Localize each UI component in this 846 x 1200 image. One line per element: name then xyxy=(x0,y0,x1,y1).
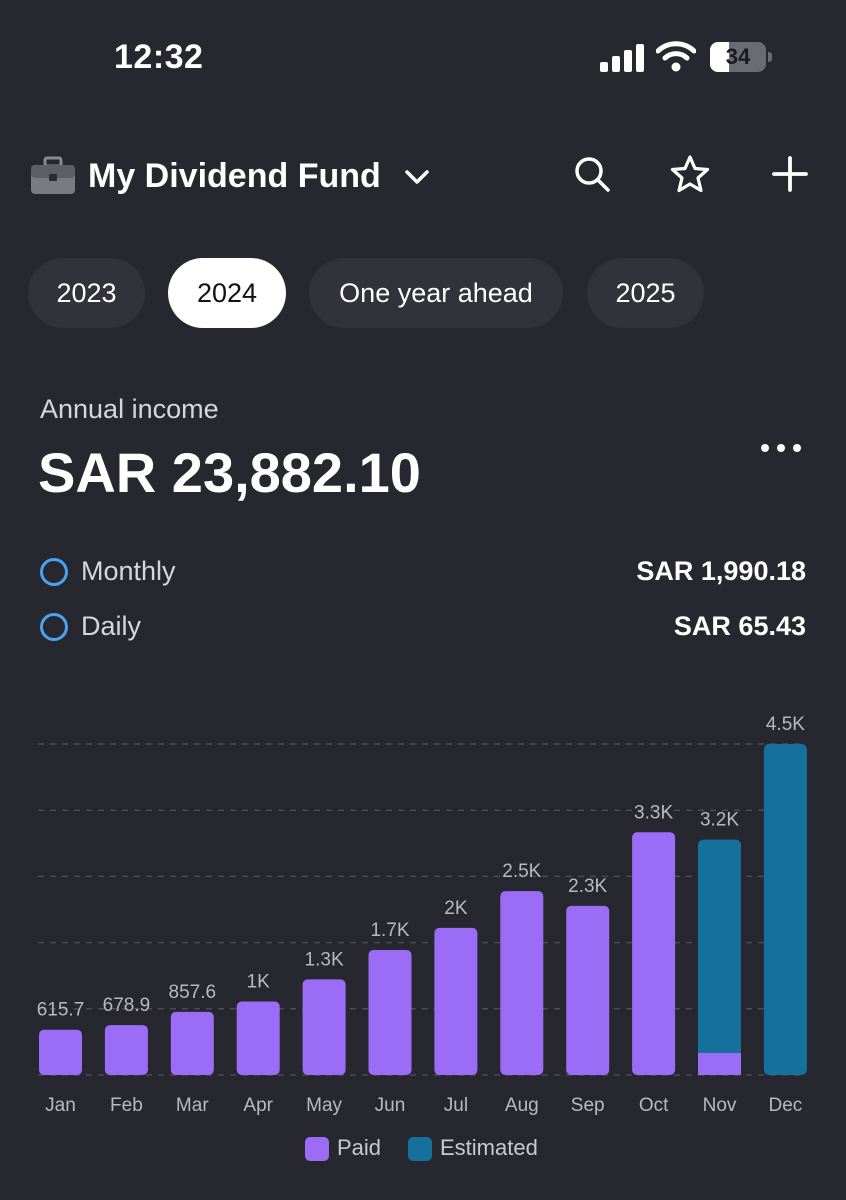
x-tick-label: Feb xyxy=(110,1095,143,1116)
chevron-down-icon[interactable] xyxy=(402,162,432,192)
bar-value-label: 1.7K xyxy=(370,920,409,941)
status-time: 12:32 xyxy=(114,38,204,76)
bar-paid-apr[interactable] xyxy=(236,1001,280,1075)
tab-2023[interactable]: 2023 xyxy=(28,258,145,328)
battery-indicator: 34 xyxy=(710,42,772,72)
battery-percent: 34 xyxy=(725,44,751,69)
wifi-icon xyxy=(656,41,696,72)
monthly-value: SAR 1,990.18 xyxy=(636,556,806,586)
bar-value-label: 2.3K xyxy=(568,876,607,897)
monthly-radio[interactable] xyxy=(40,558,68,586)
cellular-signal-icon xyxy=(600,44,644,72)
monthly-row[interactable]: Monthly SAR 1,990.18 xyxy=(38,552,806,592)
bar-value-label: 615.7 xyxy=(37,1000,85,1021)
legend-item-paid[interactable]: Paid xyxy=(305,1132,395,1168)
tab-2024[interactable]: 2024 xyxy=(168,258,286,328)
legend-label-estimated: Estimated xyxy=(440,1135,538,1160)
daily-radio[interactable] xyxy=(40,613,68,641)
bar-value-label: 857.6 xyxy=(169,982,217,1003)
x-tick-label: May xyxy=(306,1095,342,1116)
tab-2025[interactable]: 2025 xyxy=(587,258,704,328)
x-tick-label: Nov xyxy=(703,1095,737,1116)
bar-value-label: 2K xyxy=(444,898,468,919)
bar-paid-jan[interactable] xyxy=(39,1029,82,1075)
tab-one-year-ahead[interactable]: One year ahead xyxy=(309,258,563,328)
search-icon[interactable] xyxy=(572,154,612,194)
bar-value-label: 1K xyxy=(247,971,271,992)
daily-row[interactable]: Daily SAR 65.43 xyxy=(38,607,806,647)
bar-paid-oct[interactable] xyxy=(632,832,676,1075)
legend-item-estimated[interactable]: Estimated xyxy=(408,1132,558,1168)
bar-paid-jun[interactable] xyxy=(368,949,412,1075)
bar-paid-nov[interactable] xyxy=(698,1052,741,1075)
annual-income-value: SAR 23,882.10 xyxy=(38,441,421,504)
x-tick-label: Jul xyxy=(444,1095,468,1116)
star-icon[interactable] xyxy=(670,154,710,194)
bar-paid-may[interactable] xyxy=(302,979,346,1075)
bar-estimated-nov[interactable] xyxy=(698,839,741,1053)
bar-value-label: 4.5K xyxy=(766,714,805,735)
annual-income-label: Annual income xyxy=(40,394,219,424)
x-tick-label: Aug xyxy=(505,1095,539,1116)
x-tick-label: Jan xyxy=(45,1095,76,1116)
bar-value-label: 3.3K xyxy=(634,802,673,823)
chart-legend: Paid Estimated xyxy=(0,1132,846,1168)
more-options-icon[interactable] xyxy=(758,440,804,456)
bar-value-label: 3.2K xyxy=(700,810,739,831)
daily-value: SAR 65.43 xyxy=(673,611,806,641)
legend-swatch-paid xyxy=(305,1137,329,1161)
bar-value-label: 1.3K xyxy=(305,949,344,970)
bar-paid-feb[interactable] xyxy=(104,1025,148,1075)
x-tick-label: Apr xyxy=(243,1095,273,1116)
bar-estimated-dec[interactable] xyxy=(763,744,807,1075)
x-tick-label: Sep xyxy=(571,1095,605,1116)
x-tick-label: Dec xyxy=(769,1095,803,1116)
x-tick-label: Jun xyxy=(375,1095,406,1116)
add-icon[interactable] xyxy=(770,154,810,194)
bar-paid-mar[interactable] xyxy=(170,1011,214,1075)
legend-label-paid: Paid xyxy=(337,1135,382,1160)
bar-paid-jul[interactable] xyxy=(434,927,478,1075)
briefcase-icon xyxy=(31,156,75,194)
bar-paid-aug[interactable] xyxy=(500,891,544,1075)
bar-paid-sep[interactable] xyxy=(566,905,610,1075)
portfolio-title[interactable]: My Dividend Fund xyxy=(88,157,381,195)
legend-swatch-estimated xyxy=(408,1137,432,1161)
header: My Dividend Fund xyxy=(30,150,820,206)
x-tick-label: Oct xyxy=(639,1095,669,1116)
monthly-label: Monthly xyxy=(81,556,176,586)
bar-value-label: 2.5K xyxy=(502,861,541,882)
x-tick-label: Mar xyxy=(176,1095,209,1116)
bar-value-label: 678.9 xyxy=(103,995,151,1016)
daily-label: Daily xyxy=(81,611,142,641)
bar-estimated-base xyxy=(698,1046,741,1053)
monthly-income-chart: 615.7 Jan 678.9 Feb 857.6 Mar 1K Apr 1.3K May 1.7K… xyxy=(37,714,807,1116)
